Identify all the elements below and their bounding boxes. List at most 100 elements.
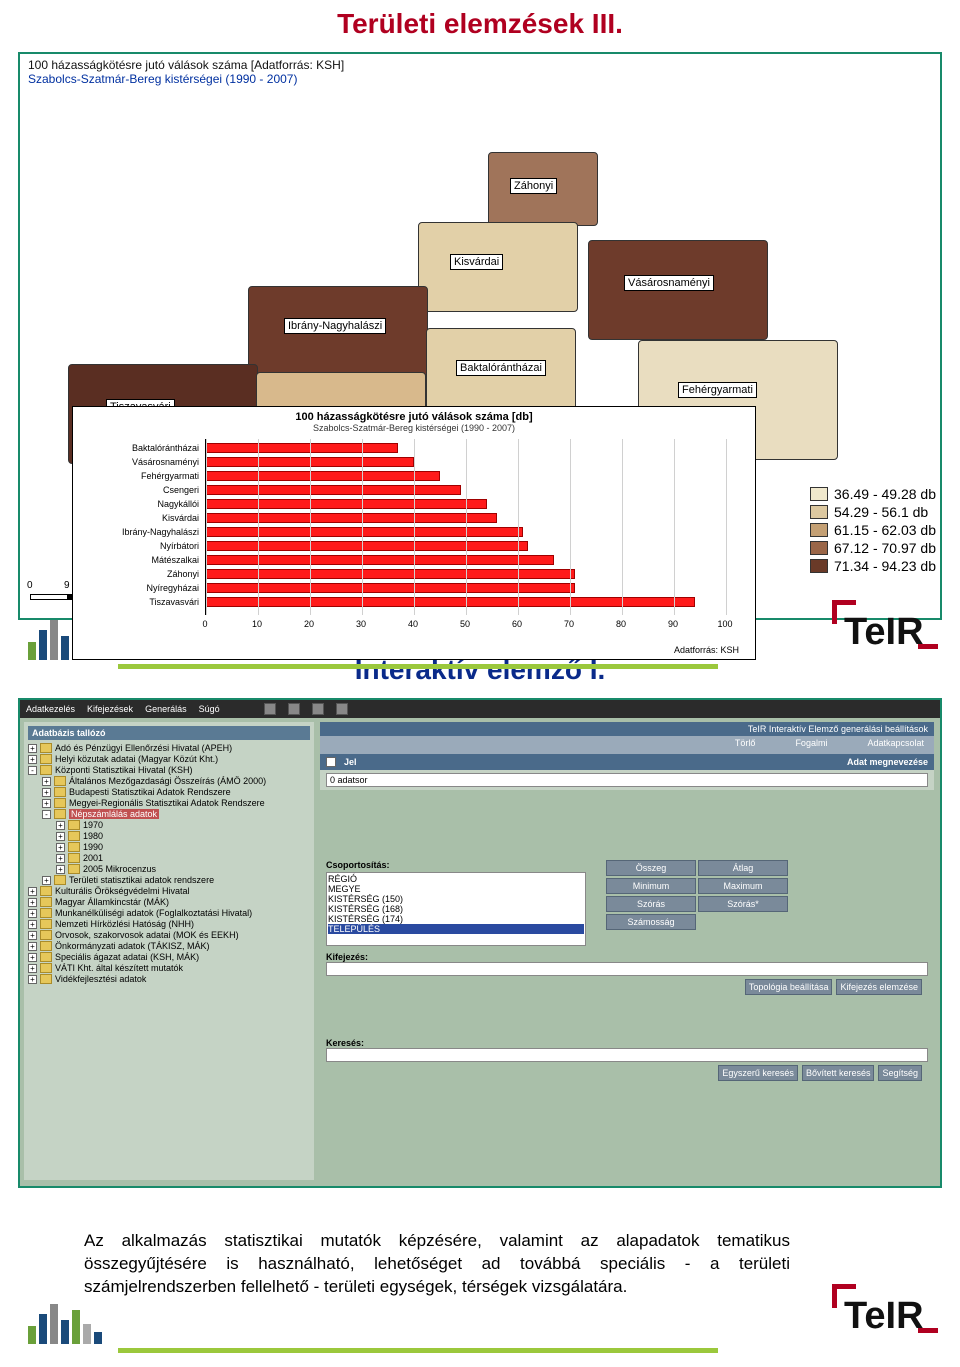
bar-y-label: Kisvárdai xyxy=(89,511,199,525)
expand-icon[interactable]: + xyxy=(28,920,37,929)
expand-icon[interactable]: + xyxy=(42,788,51,797)
search-button[interactable]: Bővített keresés xyxy=(802,1065,875,1081)
tree-item[interactable]: +Megyei-Regionális Statisztikai Adatok R… xyxy=(42,798,310,808)
gridline xyxy=(414,439,415,615)
toolbar-icon[interactable] xyxy=(312,703,324,715)
tree-item[interactable]: +VÁTI Kht. által készített mutatók xyxy=(28,963,310,973)
top-button[interactable]: Törlő xyxy=(735,738,756,752)
expand-icon[interactable]: + xyxy=(56,843,65,852)
list-option[interactable]: KISTÉRSÉG (150) xyxy=(328,894,584,904)
expand-icon[interactable]: + xyxy=(28,755,37,764)
x-tick: 60 xyxy=(512,619,522,629)
expand-icon[interactable]: + xyxy=(56,865,65,874)
search-input[interactable] xyxy=(326,1048,928,1062)
bar-y-label: Nyíregyházai xyxy=(89,581,199,595)
gridline xyxy=(674,439,675,615)
tree-item[interactable]: +1980 xyxy=(56,831,310,841)
tree-label: Nemzeti Hírközlési Hatóság (NHH) xyxy=(55,919,194,929)
menu-item[interactable]: Generálás xyxy=(145,704,187,714)
tree-item[interactable]: +1970 xyxy=(56,820,310,830)
expand-icon[interactable]: + xyxy=(28,975,37,984)
stat-button[interactable]: Maximum xyxy=(698,878,788,894)
adat-input[interactable]: 0 adatsor xyxy=(326,773,928,787)
folder-icon xyxy=(40,908,52,918)
tree-item[interactable]: -Népszámlálás adatok xyxy=(42,809,310,819)
expand-icon[interactable]: + xyxy=(28,898,37,907)
kif-button[interactable]: Kifejezés elemzése xyxy=(836,979,922,995)
tree-item[interactable]: +Budapesti Statisztikai Adatok Rendszere xyxy=(42,787,310,797)
tree-item[interactable]: +Általános Mezőgazdasági Összeírás (ÁMÖ … xyxy=(42,776,310,786)
stat-button[interactable]: Átlag xyxy=(698,860,788,876)
list-option[interactable]: RÉGIÓ xyxy=(328,874,584,884)
tree-item[interactable]: +Helyi közutak adatai (Magyar Közút Kht.… xyxy=(28,754,310,764)
tree-label: Adó és Pénzügyi Ellenőrzési Hivatal (APE… xyxy=(55,743,232,753)
kif-input[interactable] xyxy=(326,962,928,976)
expand-icon[interactable]: + xyxy=(42,876,51,885)
svg-text:TeIR: TeIR xyxy=(844,611,924,653)
legend-label: 71.34 - 94.23 db xyxy=(834,558,936,574)
stat-button[interactable]: Összeg xyxy=(606,860,696,876)
expand-icon[interactable]: + xyxy=(56,821,65,830)
expand-icon[interactable]: + xyxy=(28,887,37,896)
expand-icon[interactable]: + xyxy=(42,799,51,808)
gridline xyxy=(466,439,467,615)
top-button[interactable]: Fogalmi xyxy=(795,738,827,752)
list-option[interactable]: MEGYE xyxy=(328,884,584,894)
tree-item[interactable]: +2001 xyxy=(56,853,310,863)
expand-icon[interactable]: - xyxy=(28,766,37,775)
jel-checkbox[interactable] xyxy=(326,757,336,767)
tree-item[interactable]: +1990 xyxy=(56,842,310,852)
search-button[interactable]: Egyszerű keresés xyxy=(718,1065,798,1081)
logo-bar xyxy=(50,1304,58,1344)
kif-button[interactable]: Topológia beállítása xyxy=(745,979,833,995)
tree-item[interactable]: +2005 Mikrocenzus xyxy=(56,864,310,874)
menu-item[interactable]: Súgó xyxy=(199,704,220,714)
toolbar-icon[interactable] xyxy=(288,703,300,715)
stat-button[interactable]: Minimum xyxy=(606,878,696,894)
list-option[interactable]: KISTÉRSÉG (168) xyxy=(328,904,584,914)
expand-icon[interactable]: + xyxy=(28,942,37,951)
tree-item[interactable]: +Területi statisztikai adatok rendszere xyxy=(42,875,310,885)
toolbar-icon[interactable] xyxy=(336,703,348,715)
expand-icon[interactable]: + xyxy=(28,744,37,753)
expand-icon[interactable]: + xyxy=(28,953,37,962)
expand-icon[interactable]: + xyxy=(28,909,37,918)
kif-label: Kifejezés: xyxy=(326,952,928,962)
map-legend: 36.49 - 49.28 db54.29 - 56.1 db61.15 - 6… xyxy=(810,486,936,576)
tree-item[interactable]: + Magyar Államkincstár (MÁK) xyxy=(28,897,310,907)
expand-icon[interactable]: + xyxy=(56,854,65,863)
group-listbox[interactable]: RÉGIÓMEGYEKISTÉRSÉG (150)KISTÉRSÉG (168)… xyxy=(326,872,586,946)
menu-item[interactable]: Kifejezések xyxy=(87,704,133,714)
stat-button[interactable]: Szórás xyxy=(606,896,696,912)
list-option[interactable]: KISTÉRSÉG (174) xyxy=(328,914,584,924)
tree-item[interactable]: +Vidékfejlesztési adatok xyxy=(28,974,310,984)
folder-icon xyxy=(68,831,80,841)
gridline xyxy=(258,439,259,615)
expand-icon[interactable]: - xyxy=(42,810,51,819)
expand-icon[interactable]: + xyxy=(42,777,51,786)
folder-icon xyxy=(54,875,66,885)
expand-icon[interactable]: + xyxy=(56,832,65,841)
tree-item[interactable]: +Önkormányzati adatok (TÁKISZ, MÁK) xyxy=(28,941,310,951)
stat-button[interactable]: Szórás* xyxy=(698,896,788,912)
tree-item[interactable]: +Orvosok, szakorvosok adatai (MOK és EEK… xyxy=(28,930,310,940)
bar-y-label: Záhonyi xyxy=(89,567,199,581)
tree-item[interactable]: +Speciális ágazat adatai (KSH, MÁK) xyxy=(28,952,310,962)
tree-item[interactable]: +Munkanélküliségi adatok (Foglalkoztatás… xyxy=(28,908,310,918)
tree-label: Magyar Államkincstár (MÁK) xyxy=(55,897,169,907)
top-button[interactable]: Adatkapcsolat xyxy=(867,738,924,752)
list-option[interactable]: TELEPÜLÉS xyxy=(328,924,584,934)
toolbar-icon[interactable] xyxy=(264,703,276,715)
expand-icon[interactable]: + xyxy=(28,964,37,973)
stat-button[interactable]: Számosság xyxy=(606,914,696,930)
tree-item[interactable]: -Központi Statisztikai Hivatal (KSH) xyxy=(28,765,310,775)
map-header: 100 házasságkötésre jutó válások száma [… xyxy=(28,58,344,86)
search-button[interactable]: Segítség xyxy=(878,1065,922,1081)
settings-title: TeIR Interaktív Elemző generálási beállí… xyxy=(320,722,934,736)
tree-item[interactable]: + Nemzeti Hírközlési Hatóság (NHH) xyxy=(28,919,310,929)
expand-icon[interactable]: + xyxy=(28,931,37,940)
menu-item[interactable]: Adatkezelés xyxy=(26,704,75,714)
tree-item[interactable]: + Adó és Pénzügyi Ellenőrzési Hivatal (AP… xyxy=(28,743,310,753)
logo-left-icon xyxy=(28,1296,118,1344)
tree-item[interactable]: +Kulturális Örökségvédelmi Hivatal xyxy=(28,886,310,896)
